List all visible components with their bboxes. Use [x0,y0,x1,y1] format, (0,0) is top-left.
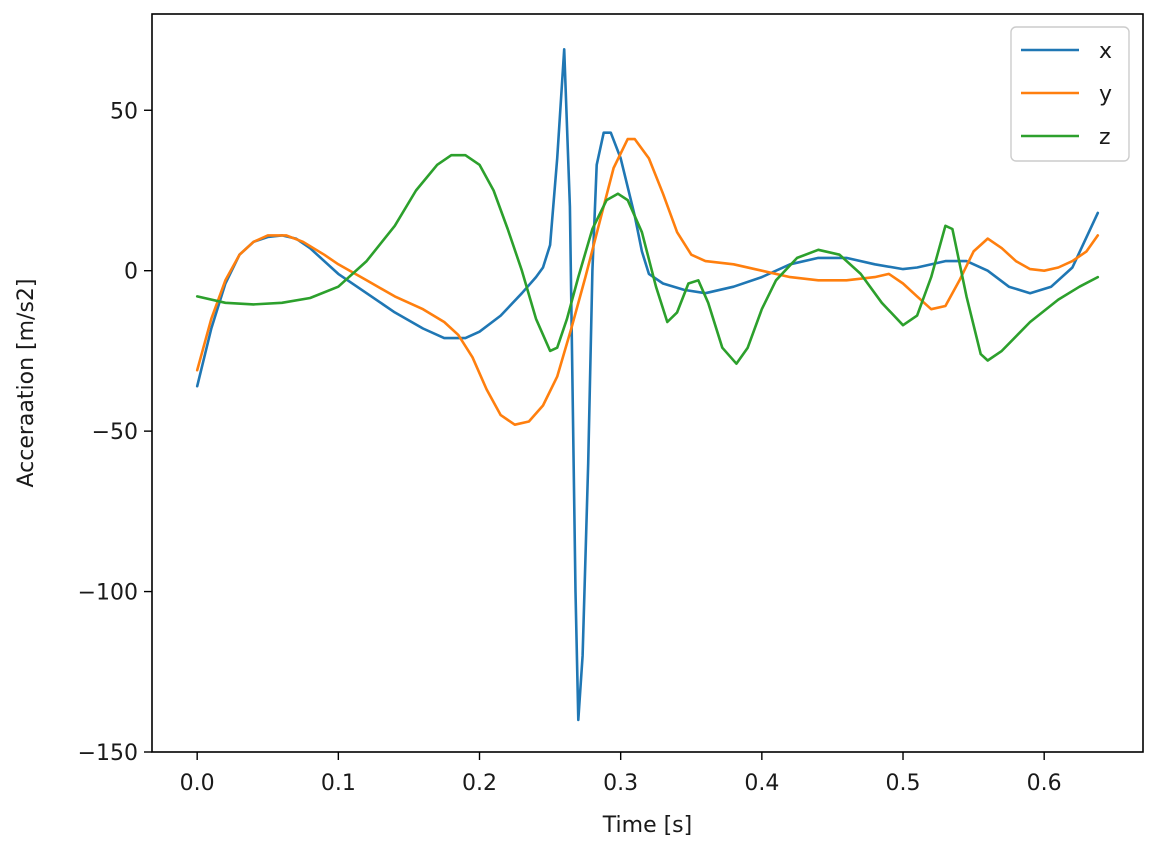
y-axis-ticks: 50 0 −50 −100 −150 [78,99,152,766]
x-tick-label: 0.0 [180,771,215,796]
x-tick-label: 0.5 [886,771,921,796]
series-line-x [195,48,1100,722]
x-tick-label: 0.2 [462,771,497,796]
legend: xyz [1010,26,1130,162]
y-tick-label: −50 [92,420,138,445]
x-axis-label: Time [s] [602,813,692,838]
y-axis-label: Acceraation [m/s2] [14,279,39,488]
x-tick-label: 0.4 [744,771,779,796]
legend-label-z: z [1099,125,1111,150]
x-axis-ticks: 0.0 0.1 0.2 0.3 0.4 0.5 0.6 [180,752,1062,796]
x-tick-label: 0.1 [321,771,356,796]
y-tick-label: −150 [78,741,138,766]
x-tick-label: 0.6 [1027,771,1062,796]
series-line-y [195,137,1100,426]
legend-label-x: x [1099,39,1112,64]
plot-frame [151,13,1144,753]
y-tick-label: 50 [110,99,138,124]
y-tick-label: 0 [124,260,138,285]
series-lines [195,48,1100,722]
y-tick-label: −100 [78,581,138,606]
series-line-z [195,153,1100,365]
x-tick-label: 0.3 [603,771,638,796]
legend-label-y: y [1099,82,1112,107]
